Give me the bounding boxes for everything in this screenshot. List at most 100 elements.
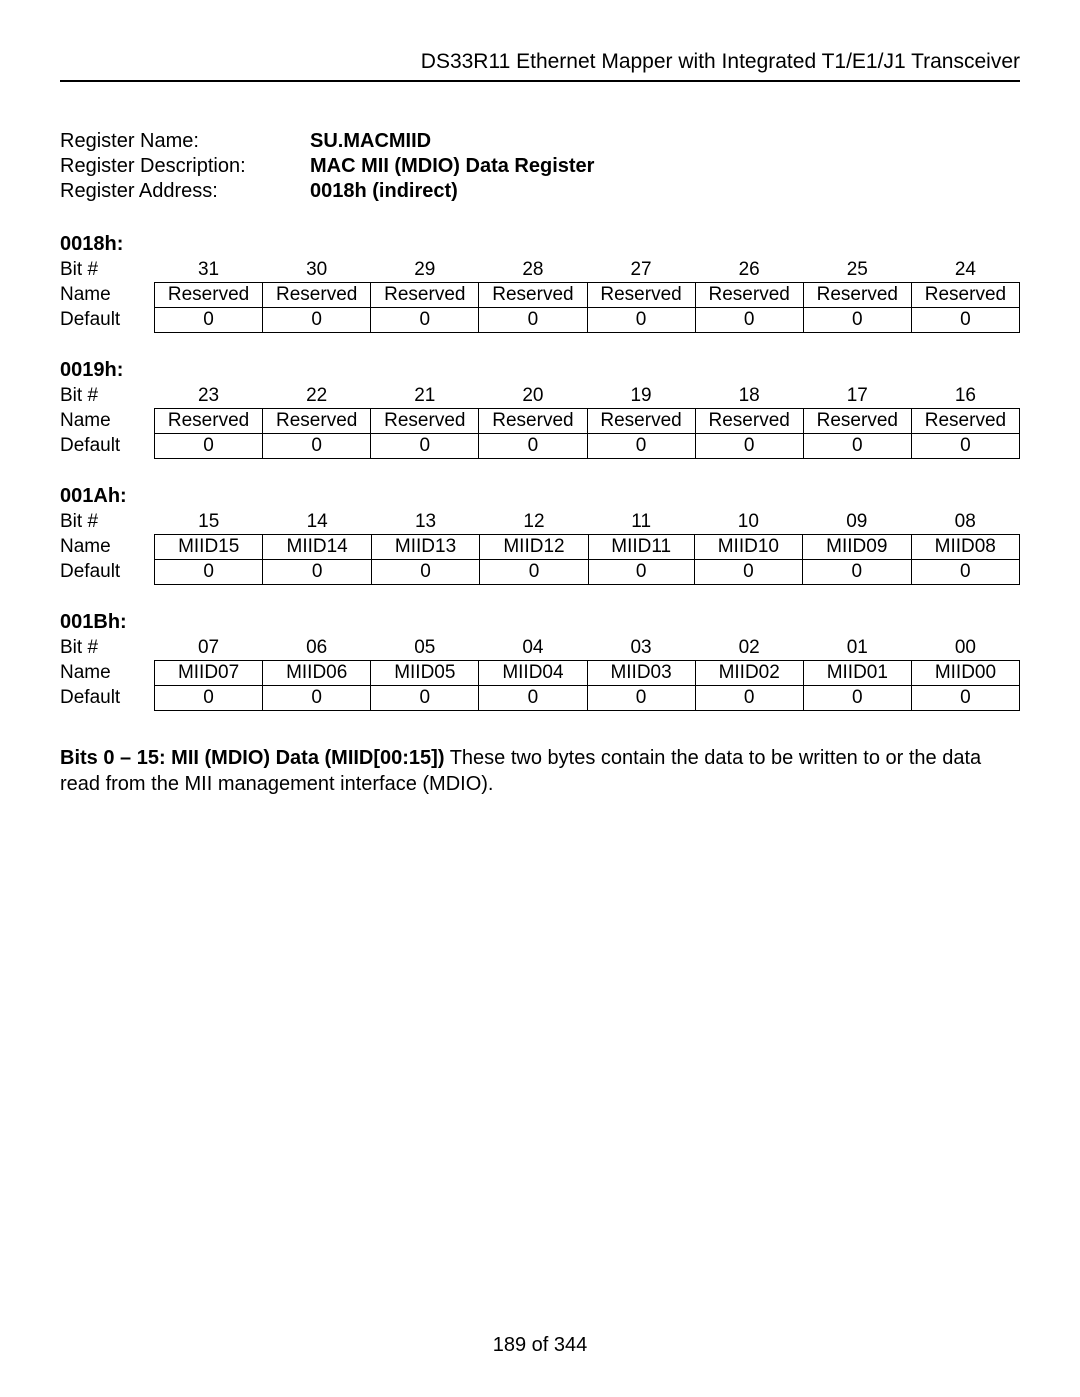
bit-default: 0 xyxy=(371,434,479,459)
bit-number: 09 xyxy=(803,510,911,535)
bit-row-header: Bit # xyxy=(60,258,155,283)
bit-number: 16 xyxy=(911,384,1019,409)
bit-name: MIID04 xyxy=(479,661,587,686)
default-row-header: Default xyxy=(60,308,155,333)
bit-name: MIID01 xyxy=(803,661,911,686)
bit-default: 0 xyxy=(371,308,479,333)
bit-default: 0 xyxy=(155,308,263,333)
bit-number: 21 xyxy=(371,384,479,409)
bit-default: 0 xyxy=(695,434,803,459)
block-address: 0019h: xyxy=(60,359,1020,382)
bit-name: Reserved xyxy=(371,283,479,308)
bit-name: Reserved xyxy=(371,409,479,434)
bit-number: 22 xyxy=(263,384,371,409)
bit-number: 11 xyxy=(588,510,694,535)
bit-name: MIID13 xyxy=(371,535,479,560)
default-row-header: Default xyxy=(60,434,155,459)
bit-name: MIID11 xyxy=(588,535,694,560)
bit-number: 17 xyxy=(803,384,911,409)
bit-number: 26 xyxy=(695,258,803,283)
bit-name: Reserved xyxy=(587,409,695,434)
bit-default: 0 xyxy=(911,434,1019,459)
name-row-header: Name xyxy=(60,283,155,308)
bit-block: 001Ah:Bit #1514131211100908NameMIID15MII… xyxy=(60,485,1020,585)
bit-number: 29 xyxy=(371,258,479,283)
bit-name: MIID02 xyxy=(695,661,803,686)
bit-number: 01 xyxy=(803,636,911,661)
bit-name: MIID14 xyxy=(263,535,371,560)
bit-table: Bit #3130292827262524NameReservedReserve… xyxy=(60,258,1020,333)
bit-description-bold: Bits 0 – 15: MII (MDIO) Data (MIID[00:15… xyxy=(60,747,445,769)
bit-default: 0 xyxy=(263,434,371,459)
name-row-header: Name xyxy=(60,409,155,434)
name-row-header: Name xyxy=(60,661,155,686)
bit-number: 10 xyxy=(694,510,802,535)
name-row-header: Name xyxy=(60,535,155,560)
bit-number: 31 xyxy=(155,258,263,283)
bit-default: 0 xyxy=(911,686,1019,711)
bit-default: 0 xyxy=(695,686,803,711)
bit-number: 14 xyxy=(263,510,371,535)
bit-number: 27 xyxy=(587,258,695,283)
bit-number: 15 xyxy=(155,510,263,535)
register-metadata: Register Name: SU.MACMIID Register Descr… xyxy=(60,130,1020,203)
register-address-label: Register Address: xyxy=(60,180,310,203)
bit-default: 0 xyxy=(587,434,695,459)
bit-block: 0019h:Bit #2322212019181716NameReservedR… xyxy=(60,359,1020,459)
bit-name: MIID12 xyxy=(480,535,588,560)
bit-name: Reserved xyxy=(911,283,1019,308)
bit-number: 08 xyxy=(911,510,1020,535)
bit-name: Reserved xyxy=(479,409,587,434)
bit-default: 0 xyxy=(479,434,587,459)
bit-default: 0 xyxy=(695,308,803,333)
bit-number: 18 xyxy=(695,384,803,409)
bit-name: MIID15 xyxy=(155,535,263,560)
register-address-value: 0018h (indirect) xyxy=(310,180,458,203)
default-row-header: Default xyxy=(60,686,155,711)
bit-default: 0 xyxy=(371,560,479,585)
bit-description: Bits 0 – 15: MII (MDIO) Data (MIID[00:15… xyxy=(60,745,1020,797)
bit-default: 0 xyxy=(587,308,695,333)
bit-default: 0 xyxy=(803,560,911,585)
bit-row-header: Bit # xyxy=(60,510,155,535)
bit-default: 0 xyxy=(587,686,695,711)
bit-name: MIID09 xyxy=(803,535,911,560)
bit-number: 04 xyxy=(479,636,587,661)
bit-name: MIID00 xyxy=(911,661,1019,686)
bit-default: 0 xyxy=(803,434,911,459)
bit-number: 07 xyxy=(155,636,263,661)
bit-name: Reserved xyxy=(587,283,695,308)
bit-default: 0 xyxy=(479,308,587,333)
bit-number: 03 xyxy=(587,636,695,661)
bit-default: 0 xyxy=(694,560,802,585)
block-address: 0018h: xyxy=(60,233,1020,256)
document-header: DS33R11 Ethernet Mapper with Integrated … xyxy=(60,50,1020,82)
bit-name: Reserved xyxy=(263,283,371,308)
bit-number: 24 xyxy=(911,258,1019,283)
bit-table: Bit #1514131211100908NameMIID15MIID14MII… xyxy=(60,510,1020,585)
bit-default: 0 xyxy=(911,560,1020,585)
register-description-value: MAC MII (MDIO) Data Register xyxy=(310,155,594,178)
bit-number: 25 xyxy=(803,258,911,283)
block-address: 001Ah: xyxy=(60,485,1020,508)
register-description-label: Register Description: xyxy=(60,155,310,178)
bit-default: 0 xyxy=(263,308,371,333)
bit-number: 23 xyxy=(155,384,263,409)
bit-name: Reserved xyxy=(155,409,263,434)
bit-number: 28 xyxy=(479,258,587,283)
page-footer: 189 of 344 xyxy=(0,1334,1080,1357)
bit-name: Reserved xyxy=(803,283,911,308)
block-address: 001Bh: xyxy=(60,611,1020,634)
bit-default: 0 xyxy=(803,308,911,333)
bit-default: 0 xyxy=(479,686,587,711)
bit-name: MIID07 xyxy=(155,661,263,686)
bit-name: MIID10 xyxy=(694,535,802,560)
bit-name: Reserved xyxy=(479,283,587,308)
bit-default: 0 xyxy=(263,686,371,711)
bit-block: 001Bh:Bit #0706050403020100NameMIID07MII… xyxy=(60,611,1020,711)
bit-block: 0018h:Bit #3130292827262524NameReservedR… xyxy=(60,233,1020,333)
bit-default: 0 xyxy=(155,686,263,711)
bit-default: 0 xyxy=(480,560,588,585)
bit-name: Reserved xyxy=(155,283,263,308)
register-name-value: SU.MACMIID xyxy=(310,130,431,153)
